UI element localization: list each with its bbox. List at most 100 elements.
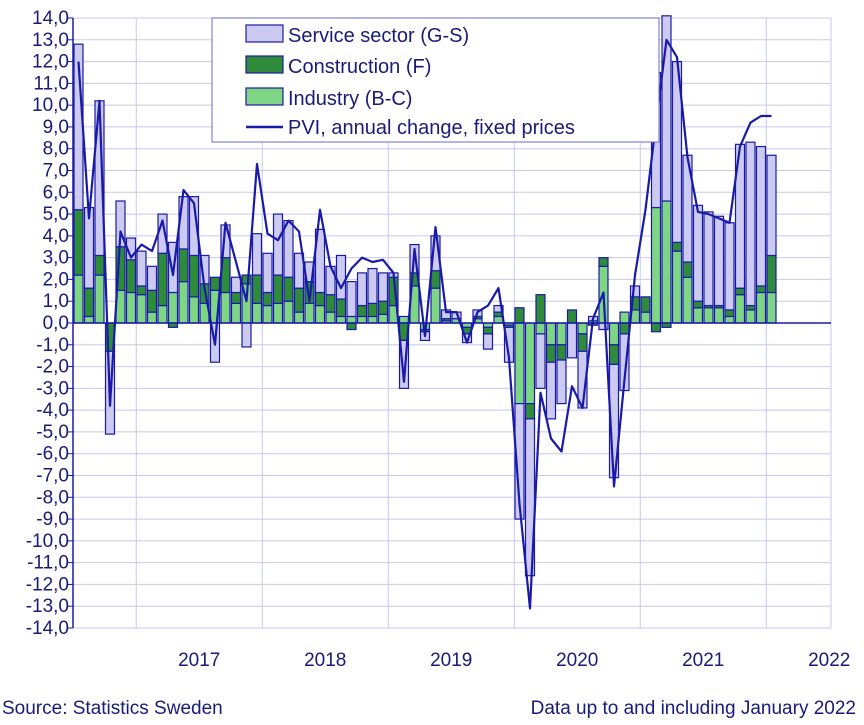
bar-industry [125,291,137,324]
bar-service [314,228,326,294]
bar-service [83,206,95,289]
bar-service [755,145,767,287]
bar-construction [325,294,336,313]
bar-industry [556,322,567,346]
legend-label-industry: Industry (B-C) [288,88,412,110]
y-tick-label: 2,0 [43,269,69,290]
bar-construction [724,309,735,318]
bar-service [556,359,567,405]
bar-industry [346,315,357,324]
bar-service [262,252,273,294]
bar-industry [230,302,242,324]
bar-industry [136,294,147,324]
bar-industry [493,315,504,324]
bar-industry [640,311,651,324]
legend-box [211,17,660,143]
bar-industry [398,315,410,324]
bar-construction [608,344,620,365]
bar-industry [671,250,683,324]
bar-service [493,304,504,313]
y-tick-label: -11,0 [27,553,69,574]
y-tick-label: 11,0 [33,73,69,94]
bar-industry [73,274,84,324]
x-year-label: 2022 [808,650,850,671]
bar-construction [356,304,368,318]
x-year-label: 2019 [430,650,472,671]
y-tick-label: 3,0 [43,248,69,269]
bar-service [724,222,735,311]
bar-industry [167,291,179,324]
legend-label-pvi: PVI, annual change, fixed prices [288,117,575,139]
legend-swatch-service [245,24,284,43]
bar-service [629,285,641,298]
bar-industry [356,315,368,324]
bar-service [661,15,672,202]
bar-construction [671,241,683,252]
bar-construction [755,285,767,294]
bar-industry [146,311,158,324]
bar-service [146,265,158,291]
bar-service [188,196,200,257]
bar-construction [209,276,221,291]
bar-construction [94,254,105,276]
y-tick-label: -5,0 [36,422,69,443]
bar-service [367,267,378,304]
y-tick-label: -3,0 [36,378,69,399]
x-year-label: 2020 [556,650,598,671]
bar-service [346,281,357,318]
x-axis-year-labels: 2017 2018 2019 2020 2021 2022 [178,650,850,671]
bar-industry [682,276,693,324]
y-tick-label: 10,0 [32,95,69,116]
data-range-note: Data up to and including January 2022 [530,698,856,719]
y-tick-label: -8,0 [36,487,69,508]
y-tick-label: 14,0 [32,8,69,29]
bar-industry [734,294,746,324]
y-tick-label: 5,0 [43,204,69,225]
bar-industry [304,302,315,324]
bar-construction [535,294,546,324]
bar-construction [83,287,95,318]
bar-industry [545,322,557,346]
y-tick-label: 7,0 [43,161,69,182]
bar-construction [125,259,137,294]
bar-industry [650,206,662,324]
bar-construction [136,285,147,296]
y-tick-label: 13,0 [32,30,69,51]
y-tick-label: -7,0 [36,466,69,487]
bar-construction [293,287,305,313]
bar-industry [251,302,263,324]
bar-industry [283,300,294,324]
bar-construction [598,257,609,267]
bar-industry [367,315,378,324]
bar-industry [220,291,231,324]
bar-service [283,220,294,278]
bar-construction [524,403,536,420]
bar-construction [73,209,84,276]
bar-construction [577,333,588,352]
bar-service [482,333,494,350]
bar-industry [724,315,735,324]
legend-label-service: Service sector (G-S) [288,25,469,47]
bar-service [398,339,410,389]
bar-industry [325,311,336,324]
bar-industry [703,307,714,324]
bar-industry [293,311,305,324]
bar-industry [157,304,168,324]
bar-service [545,361,557,420]
source-note: Source: Statistics Sweden [2,698,223,719]
bar-service [598,322,609,331]
y-tick-label: 12,0 [32,52,69,73]
legend: Service sector (G-S) Construction (F) In… [211,17,660,143]
y-axis-ticks: 14,013,012,011,010,09,08,07,06,05,04,03,… [26,8,74,639]
bar-industry [335,315,347,324]
bar-industry [713,307,725,324]
bar-industry [755,291,767,324]
y-tick-label: 9,0 [43,117,69,138]
bar-construction [335,298,347,318]
bar-service [293,252,305,289]
bar-construction [692,300,704,309]
y-tick-label: -9,0 [36,509,69,530]
bar-construction [766,254,777,294]
bar-service [251,233,263,276]
legend-swatch-industry [245,87,284,106]
